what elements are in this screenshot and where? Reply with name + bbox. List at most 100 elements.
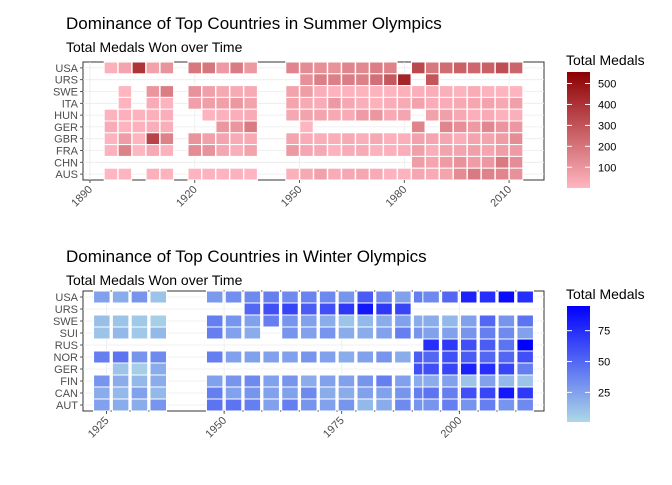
heat-cell [337, 386, 356, 400]
heat-cell [375, 302, 393, 316]
legend-tick-label: 200 [598, 141, 616, 153]
heat-cell [478, 326, 497, 340]
heat-cell [516, 398, 534, 412]
heat-cell [516, 290, 534, 304]
heat-cell [337, 326, 356, 340]
legend-tick-label: 500 [598, 79, 616, 91]
heat-cell [299, 85, 314, 98]
heat-cell [355, 108, 370, 122]
heat-cell [497, 398, 516, 412]
x-tick-label: 1950 [203, 415, 229, 441]
heat-cell [187, 96, 203, 110]
heat-cell [130, 398, 149, 412]
heat-cell [452, 120, 468, 134]
heat-cell [300, 386, 318, 400]
heat-cell [318, 290, 337, 304]
heat-cell [459, 290, 478, 304]
legend-tick-label: 100 [598, 162, 616, 174]
heat-cell [480, 120, 496, 134]
heat-cell [262, 386, 280, 400]
heat-cell [205, 398, 224, 412]
heat-cell [318, 350, 337, 364]
heat-cell [508, 144, 524, 157]
heat-cell [508, 96, 524, 110]
heat-cell [149, 362, 168, 376]
heat-cell [394, 350, 412, 364]
heat-cell [337, 314, 356, 328]
heat-cell [497, 374, 516, 388]
legend-tick-label: 75 [598, 326, 610, 338]
heat-cell [327, 61, 342, 75]
heat-cell [397, 108, 412, 122]
heat-cell [422, 398, 440, 412]
heat-cell [224, 290, 243, 304]
heat-cell [130, 362, 149, 376]
heat-cell [438, 144, 454, 157]
heat-cell [397, 85, 412, 98]
heat-cell [452, 108, 468, 122]
heat-cell [93, 398, 111, 412]
x-tick-label: 2010 [488, 184, 514, 210]
heat-cell [201, 61, 216, 75]
heat-cell [281, 398, 299, 412]
heat-cell [375, 314, 393, 328]
heat-cell [341, 167, 356, 181]
heat-cell [300, 398, 318, 412]
heat-cell [394, 302, 412, 316]
heat-cell [452, 96, 468, 110]
heat-cell [337, 290, 356, 304]
winter-cells [93, 290, 534, 412]
heat-cell [215, 108, 230, 122]
heat-cell [355, 73, 370, 87]
heat-cell [111, 362, 130, 376]
heat-cell [149, 350, 168, 364]
heat-cell [369, 167, 384, 181]
heat-cell [299, 167, 314, 181]
y-tick-label: AUS [55, 169, 78, 181]
heat-cell [441, 326, 459, 340]
summer-cells [103, 61, 524, 181]
heat-cell [369, 85, 384, 98]
heat-cell [224, 326, 243, 340]
heat-cell [383, 144, 398, 157]
heat-cell [424, 85, 440, 98]
heat-cell [441, 398, 459, 412]
heat-cell [497, 326, 516, 340]
heat-cell [466, 61, 482, 75]
heat-cell [422, 326, 440, 340]
heat-cell [159, 144, 175, 157]
heat-cell [356, 386, 374, 400]
heat-cell [355, 61, 370, 75]
heat-cell [369, 61, 384, 75]
heat-cell [494, 85, 510, 98]
winter-x-axis: 1925 1950 1975 2000 [86, 411, 464, 441]
heat-cell [243, 350, 262, 364]
heat-cell [494, 144, 510, 157]
heat-cell [205, 326, 224, 340]
heat-cell [422, 338, 440, 352]
x-tick-label: 1950 [279, 184, 305, 210]
heat-cell [215, 132, 230, 146]
legend-tick-label: 400 [598, 99, 616, 111]
legend-tick-label: 50 [598, 357, 610, 369]
heat-cell [262, 290, 280, 304]
heat-cell [149, 326, 168, 340]
summer-chart-title: Dominance of Top Countries in Summer Oly… [66, 14, 442, 33]
heat-cell [441, 374, 459, 388]
heat-cell [117, 108, 133, 122]
heat-cell [111, 386, 130, 400]
heat-cell [375, 350, 393, 364]
heat-cell [145, 120, 161, 134]
heat-cell [159, 132, 175, 146]
heat-cell [383, 132, 398, 146]
heat-cell [480, 96, 496, 110]
heat-cell [508, 108, 524, 122]
heat-cell [478, 374, 497, 388]
heat-cell [459, 398, 478, 412]
heat-cell [394, 314, 412, 328]
x-tick-label: 1975 [321, 415, 347, 441]
heat-cell [243, 314, 262, 328]
heat-cell [262, 398, 280, 412]
heat-cell [243, 61, 258, 75]
